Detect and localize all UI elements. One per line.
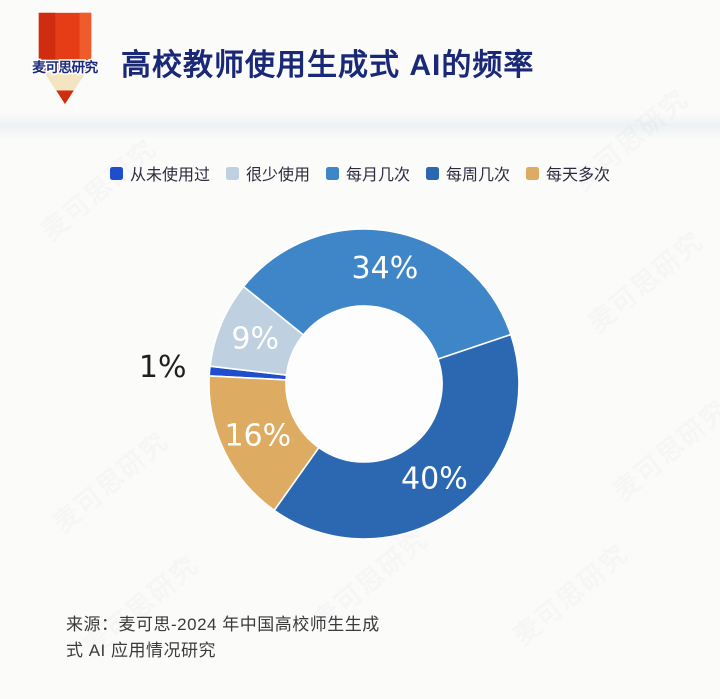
- legend-swatch-icon: [109, 167, 123, 180]
- mycos-pencil-logo: 麦可思研究: [31, 12, 101, 105]
- legend-label: 从未使用过: [129, 167, 210, 184]
- source-line-2: 式 AI 应用情况研究: [66, 641, 217, 660]
- legend-swatch-icon: [426, 167, 439, 180]
- chart-legend: 从未使用过 很少使用 每月几次 每周几次 每天多次: [0, 161, 720, 185]
- slice-label-few-times-weekly: 40%: [401, 462, 468, 497]
- source-note: 来源：麦可思-2024 年中国高校师生生成 式 AI 应用情况研究: [66, 612, 380, 664]
- legend-label: 每周几次: [446, 167, 511, 184]
- legend-swatch-icon: [325, 167, 339, 180]
- slice-label-few-times-monthly: 34%: [352, 251, 419, 286]
- legend-swatch-icon: [225, 167, 239, 180]
- pie-slice-few-times-monthly: [242, 228, 512, 360]
- legend-label: 每月几次: [345, 167, 410, 184]
- legend-label: 很少使用: [245, 167, 310, 184]
- legend-item-never-used: 从未使用过: [109, 161, 210, 185]
- logo-text: 麦可思研究: [32, 59, 98, 75]
- legend-label: 每天多次: [546, 167, 611, 184]
- source-line-1: 来源：麦可思-2024 年中国高校师生生成: [66, 615, 380, 634]
- donut-hole: [287, 307, 441, 461]
- pencil-icon: [38, 12, 92, 105]
- legend-item-rarely-used: 很少使用: [225, 161, 310, 185]
- pie-slice-few-times-weekly: [273, 333, 520, 540]
- pie-slice-multiple-daily: [208, 375, 320, 512]
- page-title: 高校教师使用生成式 AI的频率: [121, 49, 535, 82]
- legend-item-few-times-weekly: 每周几次: [426, 161, 510, 185]
- legend-item-few-times-monthly: 每月几次: [325, 161, 410, 185]
- legend-item-multiple-daily: 每天多次: [526, 161, 610, 185]
- legend-swatch-icon: [526, 167, 540, 180]
- slice-label-rarely-used: 9%: [231, 321, 279, 356]
- slice-label-never-used: 1%: [139, 350, 187, 385]
- slice-label-multiple-daily: 16%: [224, 418, 291, 453]
